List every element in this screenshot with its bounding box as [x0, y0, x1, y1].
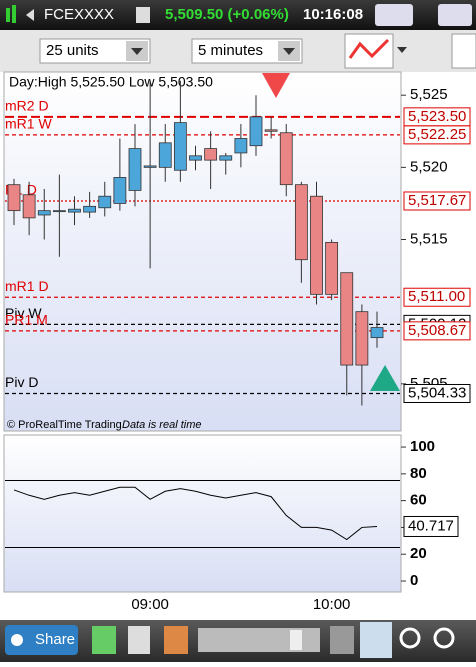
- keyboard-button[interactable]: [375, 4, 413, 26]
- indicators-button[interactable]: [344, 33, 394, 69]
- dropdown-arrow: [131, 48, 143, 55]
- level-name: PR1 M: [5, 312, 48, 328]
- dropdown-arrow: [283, 48, 295, 55]
- y-tick-label: 5,525: [410, 86, 448, 103]
- y-tick-label: 20: [410, 545, 427, 562]
- candle-body: [325, 241, 339, 295]
- candle-body: [83, 205, 97, 213]
- candle-body: [234, 138, 248, 154]
- y-tick-label: 5,520: [410, 158, 448, 175]
- candle-body: [249, 116, 263, 147]
- candle-body: [143, 165, 157, 168]
- dropdown-arrow: [397, 47, 407, 53]
- level-tag: [403, 383, 471, 403]
- candle-body: [128, 148, 142, 191]
- oscillator-line: [13, 486, 378, 541]
- level-name: mR1 W: [5, 116, 52, 132]
- clock: 10:16:08: [303, 6, 363, 23]
- side-button[interactable]: [451, 33, 476, 69]
- candle-body: [37, 210, 51, 216]
- info-icon[interactable]: [136, 7, 150, 23]
- candle-body: [189, 155, 202, 161]
- symbol[interactable]: FCEXXXX: [44, 6, 114, 23]
- y-tick-label: 80: [410, 465, 427, 482]
- y-tick-label: 0: [410, 572, 418, 589]
- price-panel: [3, 71, 402, 432]
- candle-body: [279, 132, 293, 186]
- share-button[interactable]: [5, 625, 78, 655]
- level-tag: [403, 191, 471, 211]
- candle-body: [264, 129, 278, 132]
- tool-button[interactable]: [164, 626, 188, 654]
- level-label: 5,517.67: [408, 192, 466, 209]
- plot: Day:High 5,525.50 Low 5,503.505,5055,515…: [5, 74, 471, 613]
- buy-arrow: [370, 365, 400, 391]
- menu-button[interactable]: [438, 4, 472, 26]
- candle-body: [113, 177, 127, 204]
- tool-button[interactable]: [92, 626, 116, 654]
- candle-body: [294, 184, 308, 261]
- candle-body: [68, 208, 81, 213]
- zoom-out[interactable]: [399, 627, 421, 649]
- tool-button[interactable]: [128, 626, 150, 654]
- level-label: 5,508.67: [408, 322, 466, 339]
- zoom-button[interactable]: [360, 622, 392, 658]
- zoom-in[interactable]: [433, 627, 455, 649]
- level-name: Piv D: [5, 374, 38, 390]
- oscillator-panel: [3, 434, 402, 593]
- x-tick-label: 10:00: [313, 596, 351, 613]
- level-name: mR1 D: [5, 278, 49, 294]
- chart-title: Day:High 5,525.50 Low 5,503.50: [9, 74, 213, 90]
- tool-button[interactable]: [330, 626, 354, 654]
- share-text: Share: [35, 631, 75, 648]
- annotation: © ProRealTime Trading: [7, 419, 122, 431]
- level-label: 5,523.50: [408, 108, 466, 125]
- y-tick-label: 60: [410, 492, 427, 509]
- candle-body: [219, 155, 233, 161]
- y-tick-label: 100: [410, 438, 435, 455]
- candle-body: [98, 195, 112, 209]
- level-name: mR2 D: [5, 98, 49, 114]
- candle-body: [7, 184, 21, 212]
- price: 5,509.50 (+0.06%): [165, 6, 289, 23]
- sell-arrow: [262, 73, 290, 98]
- candle-body: [204, 148, 218, 161]
- candle-body: [340, 272, 354, 366]
- symbol-icon: [12, 5, 16, 23]
- indicator-icon: [348, 38, 390, 59]
- x-tick-label: 09:00: [131, 596, 169, 613]
- annotation: Data is real time: [122, 419, 201, 431]
- candle-body: [52, 210, 66, 213]
- candle-body: [310, 195, 323, 295]
- share-icon: [11, 634, 23, 646]
- y-tick-label: 5,515: [410, 230, 448, 247]
- candle-body: [158, 142, 172, 168]
- candle-body: [355, 311, 369, 366]
- level-tag: [403, 125, 471, 145]
- candle-body: [22, 194, 36, 219]
- units-text: 25 units: [46, 42, 99, 59]
- interval-text: 5 minutes: [198, 42, 263, 59]
- scroll-thumb[interactable]: [290, 630, 302, 650]
- level-tag: [403, 321, 471, 341]
- level-label: 5,504.33: [408, 384, 466, 401]
- back-arrow[interactable]: [26, 9, 34, 21]
- value-label: 40.717: [408, 517, 454, 534]
- level-tag: [403, 287, 471, 307]
- level-name: Piv W: [5, 305, 42, 321]
- level-label: 5,511.00: [408, 288, 465, 305]
- symbol-icon: [6, 8, 10, 22]
- value-tag: [403, 515, 459, 537]
- level-label: 5,522.25: [408, 126, 466, 143]
- candle-body: [370, 327, 384, 339]
- candle-body: [173, 122, 187, 171]
